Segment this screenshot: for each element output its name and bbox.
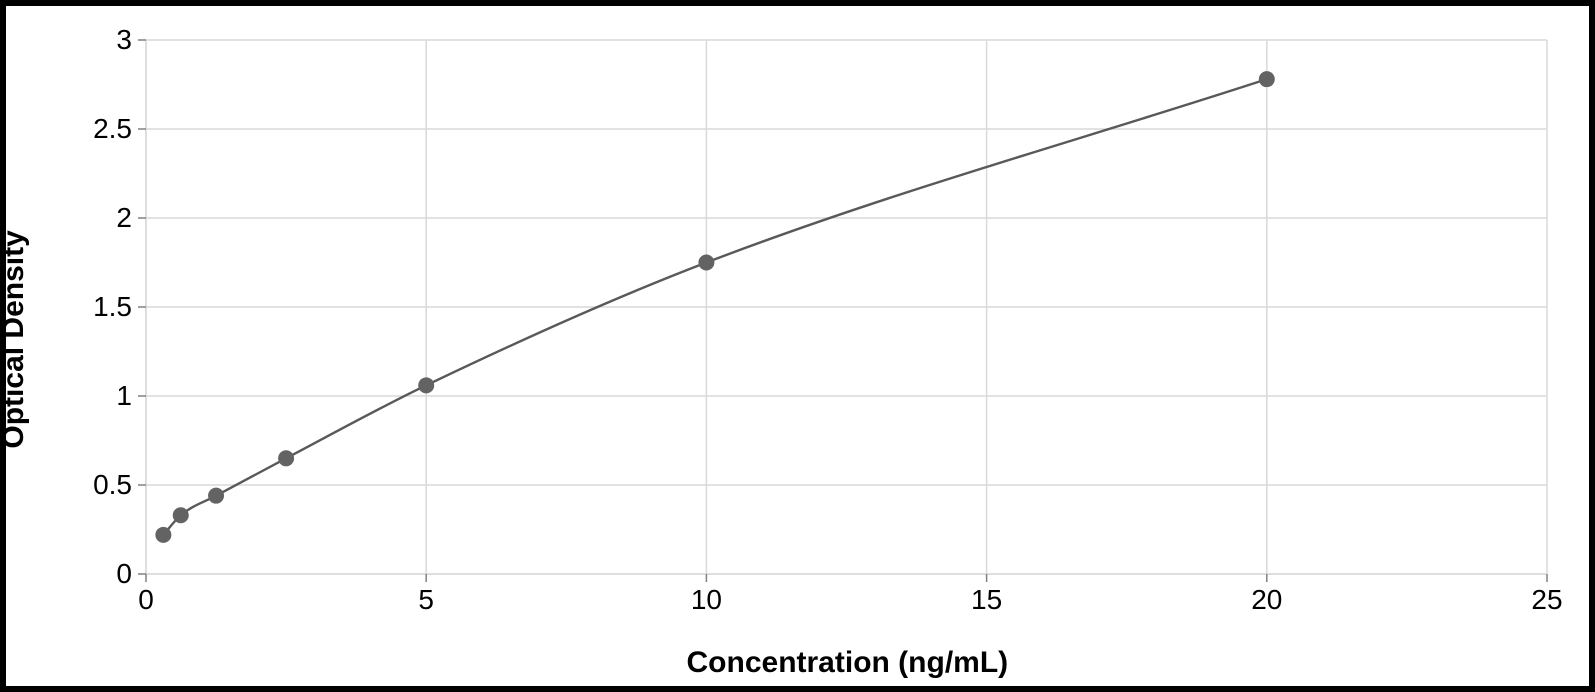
x-tick-label: 0 [138,574,154,616]
y-tick-label: 1 [116,380,146,412]
y-tick-label: 3 [116,24,146,56]
y-axis-label: Optical Density [0,230,31,448]
y-tick-label: 0.5 [93,469,146,501]
chart-area: Optical Density Concentration (ng/mL) 00… [26,40,1547,666]
x-tick-label: 10 [691,574,722,616]
chart-frame: Optical Density Concentration (ng/mL) 00… [0,0,1595,692]
plot-container: 00.511.522.53 0510152025 [146,40,1547,574]
x-axis-label: Concentration (ng/mL) [687,646,1009,680]
y-tick-label: 2 [116,202,146,234]
x-tick-label: 5 [418,574,434,616]
y-tick-label: 1.5 [93,291,146,323]
x-tick-label: 15 [971,574,1002,616]
x-tick-label: 25 [1531,574,1562,616]
plot-svg [146,40,1547,574]
x-tick-label: 20 [1251,574,1282,616]
y-tick-label: 2.5 [93,113,146,145]
